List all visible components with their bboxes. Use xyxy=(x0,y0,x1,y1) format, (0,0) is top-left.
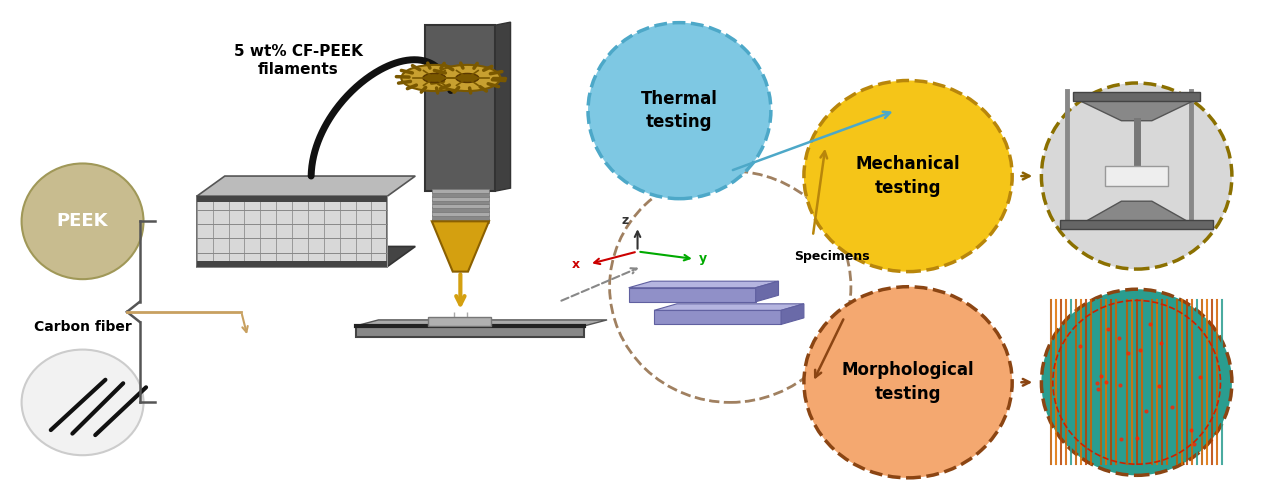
Polygon shape xyxy=(432,221,489,272)
Polygon shape xyxy=(356,326,584,337)
FancyBboxPatch shape xyxy=(432,200,489,204)
Text: Mechanical
testing: Mechanical testing xyxy=(856,155,960,197)
Ellipse shape xyxy=(610,171,851,402)
FancyBboxPatch shape xyxy=(432,204,489,208)
FancyBboxPatch shape xyxy=(432,189,489,193)
Text: Specimens: Specimens xyxy=(794,250,870,263)
Text: Thermal
testing: Thermal testing xyxy=(641,90,718,131)
Text: z: z xyxy=(621,214,629,227)
Ellipse shape xyxy=(1041,289,1232,475)
Polygon shape xyxy=(197,196,387,267)
FancyBboxPatch shape xyxy=(432,193,489,197)
Circle shape xyxy=(423,73,446,82)
Polygon shape xyxy=(1080,101,1194,121)
Ellipse shape xyxy=(1041,83,1232,269)
Polygon shape xyxy=(425,25,495,191)
Polygon shape xyxy=(1086,201,1187,221)
Text: PEEK: PEEK xyxy=(57,212,108,230)
Polygon shape xyxy=(629,281,779,288)
FancyBboxPatch shape xyxy=(1105,166,1168,186)
Circle shape xyxy=(434,65,500,91)
FancyBboxPatch shape xyxy=(197,196,387,202)
Polygon shape xyxy=(654,304,804,310)
FancyBboxPatch shape xyxy=(432,215,489,220)
FancyBboxPatch shape xyxy=(1060,220,1213,229)
Ellipse shape xyxy=(804,287,1012,478)
Circle shape xyxy=(456,73,479,82)
Ellipse shape xyxy=(22,163,144,279)
FancyBboxPatch shape xyxy=(1073,92,1200,101)
Polygon shape xyxy=(197,176,415,196)
Polygon shape xyxy=(756,281,779,302)
Text: Carbon fiber: Carbon fiber xyxy=(34,320,131,334)
FancyBboxPatch shape xyxy=(432,196,489,201)
Text: x: x xyxy=(572,258,579,271)
Polygon shape xyxy=(356,320,607,326)
FancyBboxPatch shape xyxy=(197,261,387,267)
Text: 5 wt% CF-PEEK
filaments: 5 wt% CF-PEEK filaments xyxy=(234,44,363,76)
Ellipse shape xyxy=(804,80,1012,272)
Polygon shape xyxy=(781,304,804,324)
FancyBboxPatch shape xyxy=(432,211,489,216)
Circle shape xyxy=(401,65,467,91)
Ellipse shape xyxy=(588,23,771,199)
Ellipse shape xyxy=(22,350,144,455)
FancyBboxPatch shape xyxy=(432,208,489,212)
Polygon shape xyxy=(629,288,756,302)
Polygon shape xyxy=(654,310,781,324)
Text: y: y xyxy=(698,252,706,265)
FancyBboxPatch shape xyxy=(432,219,489,223)
FancyBboxPatch shape xyxy=(428,317,491,326)
Text: Morphological
testing: Morphological testing xyxy=(842,362,974,403)
Polygon shape xyxy=(197,246,415,267)
Polygon shape xyxy=(495,22,511,191)
